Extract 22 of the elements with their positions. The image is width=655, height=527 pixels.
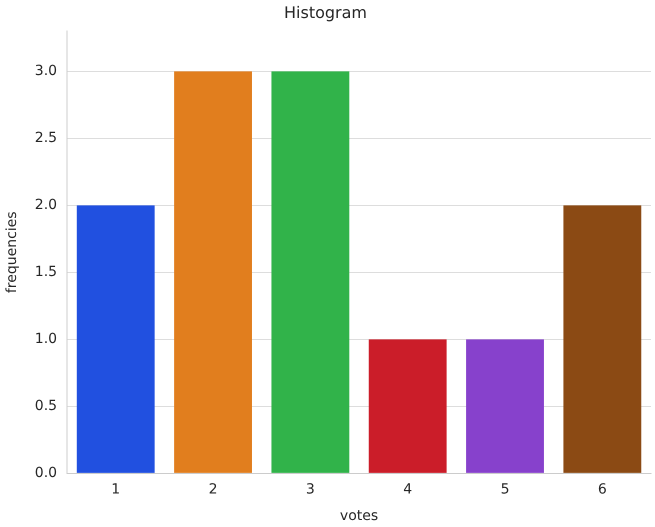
x-tick-label: 1 [111,481,120,498]
bar [271,71,350,473]
x-tick-label: 4 [403,481,412,498]
chart-title: Histogram [284,2,367,22]
y-tick-label: 0.5 [34,398,58,414]
bar [466,339,544,473]
bar [174,71,252,473]
y-tick-label: 1.0 [34,331,58,348]
y-tick-label: 0.0 [34,465,58,482]
bar [368,339,447,473]
y-tick-label: 3.0 [34,63,58,80]
bar [76,205,155,473]
x-axis-title: votes [340,508,378,524]
y-axis-title: frequencies [4,211,20,294]
y-tick-label: 2.5 [34,130,58,146]
bar [563,205,642,473]
y-tick-label: 2.0 [34,197,58,214]
x-tick-label: 5 [500,481,510,498]
x-tick-label: 2 [208,481,218,498]
x-tick-label: 6 [598,481,607,498]
y-tick-label: 1.5 [34,264,58,280]
x-tick-label: 3 [306,481,315,498]
